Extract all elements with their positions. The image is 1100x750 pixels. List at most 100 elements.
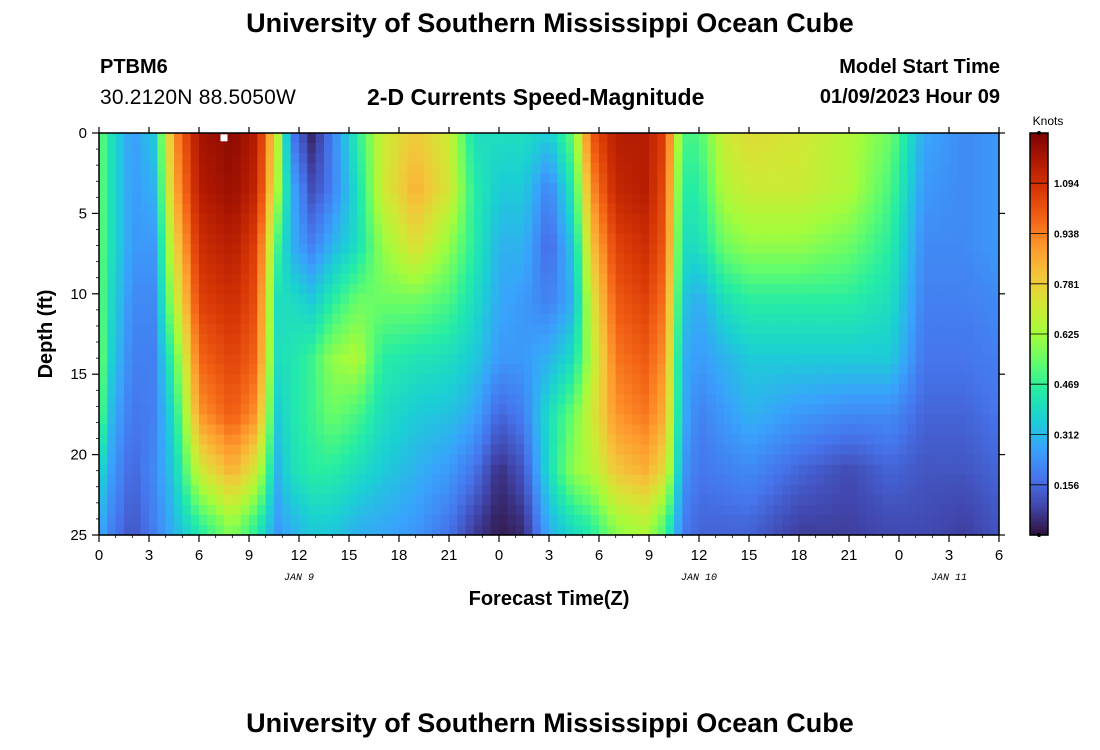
heatmap-cell xyxy=(265,374,275,385)
heatmap-cell xyxy=(524,464,533,476)
heatmap-cell xyxy=(765,213,775,225)
heatmap-cell xyxy=(565,374,575,385)
heatmap-cell xyxy=(307,273,317,285)
heatmap-cell xyxy=(265,344,275,355)
heatmap-cell xyxy=(165,183,175,194)
heatmap-cell xyxy=(857,404,867,415)
heatmap-cell xyxy=(249,364,258,375)
heatmap-cell xyxy=(574,514,583,526)
heatmap-cell xyxy=(232,334,242,345)
heatmap-cell xyxy=(140,303,150,315)
heatmap-cell xyxy=(490,334,500,345)
heatmap-cell xyxy=(732,133,742,144)
heatmap-cell xyxy=(590,183,600,194)
heatmap-cell xyxy=(582,414,592,426)
heatmap-cell xyxy=(132,303,142,315)
heatmap-cell xyxy=(282,273,292,285)
heatmap-cell xyxy=(857,394,867,405)
heatmap-cell xyxy=(732,243,742,255)
heatmap-cell xyxy=(415,303,425,315)
heatmap-cell xyxy=(965,524,975,536)
heatmap-cell xyxy=(249,243,258,255)
heatmap-cell xyxy=(882,183,892,194)
heatmap-cell xyxy=(407,454,417,466)
heatmap-cell xyxy=(149,454,158,466)
heatmap-cell xyxy=(840,454,850,466)
heatmap-cell xyxy=(124,283,133,295)
heatmap-cell xyxy=(132,424,142,436)
heatmap-cell xyxy=(374,253,383,265)
heatmap-cell xyxy=(482,504,492,516)
heatmap-cell xyxy=(365,233,375,245)
heatmap-cell xyxy=(390,133,400,144)
heatmap-cell xyxy=(749,253,758,265)
heatmap-cell xyxy=(940,303,950,315)
heatmap-cell xyxy=(124,253,133,265)
heatmap-cell xyxy=(982,434,992,446)
heatmap-cell xyxy=(215,143,225,154)
heatmap-cell xyxy=(182,464,192,476)
heatmap-cell xyxy=(915,313,925,325)
heatmap-cell xyxy=(624,504,633,516)
heatmap-cell xyxy=(257,263,267,275)
heatmap-cell xyxy=(582,484,592,496)
heatmap-cell xyxy=(599,454,608,466)
heatmap-cell xyxy=(240,243,250,255)
heatmap-cell xyxy=(982,444,992,456)
heatmap-cell xyxy=(107,233,117,245)
heatmap-cell xyxy=(982,293,992,305)
heatmap-cell xyxy=(924,524,933,536)
heatmap-cell xyxy=(374,524,383,536)
heatmap-cell xyxy=(440,464,450,476)
heatmap-cell xyxy=(632,323,642,335)
heatmap-cell xyxy=(199,233,208,245)
heatmap-cell xyxy=(249,504,258,516)
heatmap-cell xyxy=(507,384,517,395)
heatmap-cell xyxy=(249,143,258,154)
heatmap-cell xyxy=(374,484,383,496)
heatmap-cell xyxy=(324,494,333,506)
heatmap-cell xyxy=(482,293,492,305)
heatmap-cell xyxy=(740,323,750,335)
heatmap-cell xyxy=(549,474,558,486)
heatmap-cell xyxy=(882,213,892,225)
heatmap-cell xyxy=(749,414,758,426)
heatmap-cell xyxy=(657,263,667,275)
heatmap-cell xyxy=(482,223,492,235)
heatmap-cell xyxy=(974,193,983,204)
heatmap-cell xyxy=(732,233,742,245)
heatmap-cell xyxy=(832,364,842,375)
heatmap-cell xyxy=(632,183,642,194)
heatmap-cell xyxy=(649,364,658,375)
heatmap-cell xyxy=(615,524,625,536)
heatmap-cell xyxy=(382,203,392,214)
heatmap-cell xyxy=(524,404,533,415)
heatmap-cell xyxy=(607,163,617,174)
heatmap-cell xyxy=(790,263,800,275)
heatmap-cell xyxy=(907,424,917,436)
heatmap-cell xyxy=(124,524,133,536)
heatmap-cell xyxy=(282,223,292,235)
heatmap-cell xyxy=(224,153,233,164)
heatmap-cell xyxy=(549,203,558,214)
heatmap-cell xyxy=(357,233,367,245)
heatmap-cell xyxy=(99,384,108,395)
heatmap-cell xyxy=(915,424,925,436)
heatmap-cell xyxy=(674,494,683,506)
heatmap-cell xyxy=(207,303,217,315)
heatmap-cell xyxy=(374,173,383,184)
heatmap-cell xyxy=(340,464,350,476)
heatmap-cell xyxy=(690,263,700,275)
heatmap-cell xyxy=(849,203,858,214)
heatmap-cell xyxy=(107,404,117,415)
heatmap-cell xyxy=(624,223,633,235)
heatmap-cell xyxy=(557,323,567,335)
heatmap-cell xyxy=(107,223,117,235)
heatmap-cell xyxy=(765,313,775,325)
heatmap-cell xyxy=(349,243,358,255)
heatmap-cell xyxy=(882,414,892,426)
heatmap-cell xyxy=(865,454,875,466)
colorbar-segment xyxy=(1030,267,1048,271)
heatmap-cell xyxy=(340,263,350,275)
colorbar-segment xyxy=(1030,441,1048,445)
